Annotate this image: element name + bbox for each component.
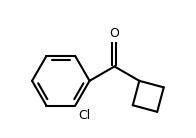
Text: Cl: Cl bbox=[78, 109, 90, 122]
Text: O: O bbox=[110, 27, 119, 40]
